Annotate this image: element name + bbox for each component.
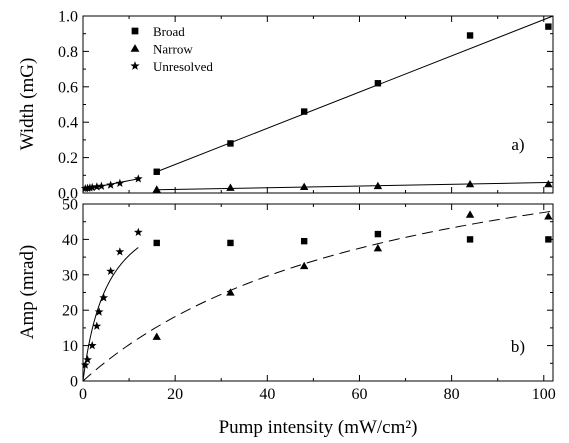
x-tick-label: 80 [444,386,460,403]
data-point-unresolved [133,174,143,183]
panel-b-frame [82,203,554,382]
data-point-unresolved [106,266,116,275]
y-tick-label: 0.2 [58,150,78,167]
fit-line [156,15,554,173]
data-point-unresolved [115,178,125,187]
data-point-narrow [226,288,235,296]
data-point-unresolved [87,341,97,350]
fit-curve [82,247,139,382]
panel-b: Amp (mrad) b) Pump intensity (mW/cm²) 0 2… [17,197,556,439]
y-tick-label: 1.0 [58,9,78,26]
data-point-unresolved [97,181,106,190]
legend-marker-narrow [130,44,140,52]
data-point-narrow [465,179,475,188]
legend-label-broad: Broad [153,24,185,39]
data-point-broad [374,80,382,87]
y-tick-label: 20 [62,303,78,320]
data-point-unresolved [99,293,109,302]
data-point-broad [466,32,474,39]
y-tick-label: 10 [62,338,78,355]
data-point-unresolved [115,247,125,256]
data-point-unresolved [83,355,92,364]
panel-a-tag: a) [511,135,524,154]
data-point-unresolved [87,182,97,192]
x-tick-label: 20 [167,386,183,403]
data-point-unresolved [92,182,102,191]
legend-label-narrow: Narrow [153,42,193,57]
y-tick-label: 0.6 [58,79,78,96]
panel-a-ylabel: Width (mG) [17,58,38,151]
data-point-broad [227,239,234,247]
panel-b-tag: b) [511,337,525,356]
y-tick-label: 50 [62,197,78,214]
x-axis-label: Pump intensity (mW/cm²) [219,417,418,438]
y-tick-label: 0 [70,374,78,391]
data-point-broad [545,23,552,30]
panel-a: Width (mG) a) Broad Narrow Unresolved 0.0 0… [17,9,554,203]
data-point-broad [153,239,160,247]
y-tick-label: 30 [62,267,78,284]
x-tick-label: 40 [259,386,275,403]
data-point-unresolved [92,321,102,330]
data-point-narrow [152,332,161,340]
data-point-narrow [465,210,475,218]
data-point-broad [227,140,234,147]
data-point-broad [374,230,382,238]
data-point-narrow [226,183,235,191]
data-point-broad [153,168,160,175]
data-point-narrow [152,185,161,193]
x-tick-label: 60 [351,386,367,403]
data-point-unresolved [133,227,143,237]
data-point-broad [545,236,552,243]
data-point-broad [300,237,308,245]
data-point-narrow [544,212,553,220]
data-point-narrow [299,261,309,270]
legend: Broad Narrow Unresolved [130,24,213,74]
legend-label-unresolved: Unresolved [153,59,213,74]
fit-curve [82,210,554,382]
y-tick-label: 0.8 [58,44,78,61]
data-point-narrow [373,181,383,190]
y-tick-label: 0.4 [58,115,78,132]
legend-marker-unresolved [130,61,140,70]
legend-marker-broad [131,27,139,35]
data-point-unresolved [94,307,104,316]
data-point-broad [466,236,474,243]
data-point-broad [300,108,308,115]
data-point-narrow [544,179,553,188]
x-tick-label: 100 [532,386,556,403]
fit-line [156,181,554,191]
data-point-unresolved [80,360,90,369]
data-point-unresolved [106,180,116,189]
data-point-narrow [373,244,383,252]
x-tick-label: 0 [79,386,87,403]
data-point-narrow [299,182,309,190]
panel-b-ylabel: Amp (mrad) [17,245,38,339]
y-tick-label: 0.0 [58,186,78,203]
y-tick-label: 40 [62,232,78,249]
